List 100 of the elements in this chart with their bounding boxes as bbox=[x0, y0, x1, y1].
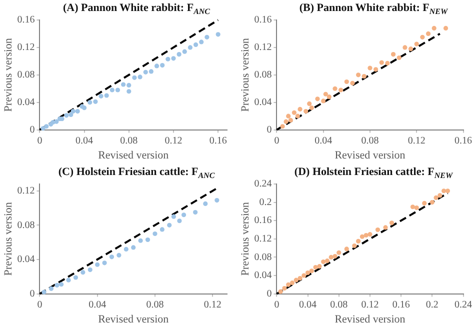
x-tick-label: 0.08 bbox=[330, 299, 348, 310]
point bbox=[282, 286, 287, 291]
point bbox=[292, 110, 296, 115]
point bbox=[80, 270, 86, 275]
point bbox=[126, 89, 132, 94]
point bbox=[42, 290, 46, 294]
point bbox=[126, 82, 132, 88]
y-tick-label: 0.04 bbox=[17, 96, 35, 108]
x-tick-label: 0.04 bbox=[314, 135, 332, 146]
x-axis-title: Revised version bbox=[98, 313, 170, 326]
x-tick-label: 0.16 bbox=[454, 135, 472, 146]
point bbox=[188, 45, 193, 50]
point bbox=[295, 114, 300, 118]
point bbox=[430, 200, 434, 205]
point bbox=[138, 238, 143, 243]
y-tick-label: 0.08 bbox=[254, 70, 272, 81]
x-tick-label: 0.04 bbox=[299, 299, 317, 310]
point bbox=[304, 108, 308, 114]
point bbox=[109, 254, 114, 260]
x-tick-label: 0.12 bbox=[164, 135, 182, 146]
point bbox=[309, 106, 314, 110]
point bbox=[166, 56, 170, 62]
x-tick-label: 0.08 bbox=[120, 135, 138, 146]
point bbox=[410, 204, 416, 210]
y-axis-title: Previous version bbox=[2, 38, 14, 112]
point bbox=[443, 26, 448, 31]
x-tick-label: 0 bbox=[37, 299, 42, 310]
y-tick-label: 0.16 bbox=[254, 14, 272, 26]
y-tick-label: 0.12 bbox=[254, 42, 272, 54]
point bbox=[138, 74, 142, 80]
point bbox=[64, 113, 69, 118]
point bbox=[95, 262, 100, 267]
point bbox=[171, 56, 176, 61]
point bbox=[203, 201, 208, 206]
point bbox=[356, 72, 361, 78]
point bbox=[307, 101, 312, 106]
point bbox=[445, 188, 450, 194]
chart-title: (B) Pannon White rabbit: F$_{NEW}$ bbox=[298, 2, 449, 16]
point bbox=[383, 225, 388, 230]
point bbox=[389, 220, 394, 226]
x-tick-label: 0 bbox=[37, 135, 42, 146]
x-tick-label: 0.08 bbox=[146, 299, 164, 310]
y-tick-label: 0 bbox=[30, 124, 35, 136]
point bbox=[360, 234, 364, 239]
point bbox=[280, 124, 285, 129]
point bbox=[54, 119, 59, 124]
x-tick-label: 0.04 bbox=[76, 135, 94, 146]
y-axis-title: Previous version bbox=[239, 38, 252, 112]
x-tick-label: 0.08 bbox=[361, 135, 379, 146]
point bbox=[379, 60, 384, 65]
x-tick-label: 0.12 bbox=[361, 299, 379, 310]
y-tick-label: 0.16 bbox=[17, 14, 35, 26]
point bbox=[332, 254, 338, 259]
point bbox=[332, 86, 338, 91]
point bbox=[88, 100, 92, 105]
point bbox=[152, 231, 158, 236]
x-tick-label: 0.24 bbox=[454, 299, 472, 310]
y-tick-label: 0.08 bbox=[254, 252, 272, 263]
y-tick-label: 0.12 bbox=[254, 234, 272, 245]
y-tick-label: 0.16 bbox=[254, 215, 272, 226]
point bbox=[309, 268, 314, 274]
point bbox=[364, 232, 368, 238]
point bbox=[154, 64, 160, 68]
point bbox=[323, 92, 328, 96]
point bbox=[121, 82, 126, 87]
point bbox=[102, 260, 107, 266]
point bbox=[124, 246, 128, 252]
point bbox=[390, 52, 396, 57]
point bbox=[434, 195, 438, 200]
point bbox=[199, 40, 204, 44]
point bbox=[352, 243, 357, 248]
x-tick-label: 0.16 bbox=[392, 299, 410, 310]
point bbox=[216, 32, 220, 37]
y-tick-label: 0.24 bbox=[254, 178, 272, 190]
point bbox=[402, 45, 408, 50]
point bbox=[368, 66, 372, 70]
point bbox=[375, 227, 380, 232]
y-axis-title: Previous version bbox=[2, 202, 14, 276]
point bbox=[44, 124, 49, 129]
y-tick-label: 0.08 bbox=[17, 220, 35, 231]
y-tick-label: 0 bbox=[266, 124, 272, 136]
point bbox=[305, 270, 310, 276]
point bbox=[374, 67, 378, 72]
point bbox=[88, 267, 92, 272]
y-tick-label: 0.04 bbox=[17, 254, 35, 266]
y-axis-title: Previous version bbox=[239, 202, 252, 276]
point bbox=[344, 79, 349, 84]
point bbox=[414, 42, 419, 46]
point bbox=[116, 252, 122, 258]
point bbox=[214, 198, 220, 203]
point bbox=[82, 106, 87, 110]
point bbox=[132, 75, 137, 80]
point bbox=[414, 205, 419, 210]
point bbox=[438, 193, 442, 198]
y-tick-label: 0.04 bbox=[254, 96, 272, 108]
point bbox=[193, 210, 198, 215]
point bbox=[326, 94, 332, 100]
y-tick-label: 0 bbox=[266, 288, 272, 300]
point bbox=[368, 232, 372, 237]
point bbox=[294, 278, 298, 282]
